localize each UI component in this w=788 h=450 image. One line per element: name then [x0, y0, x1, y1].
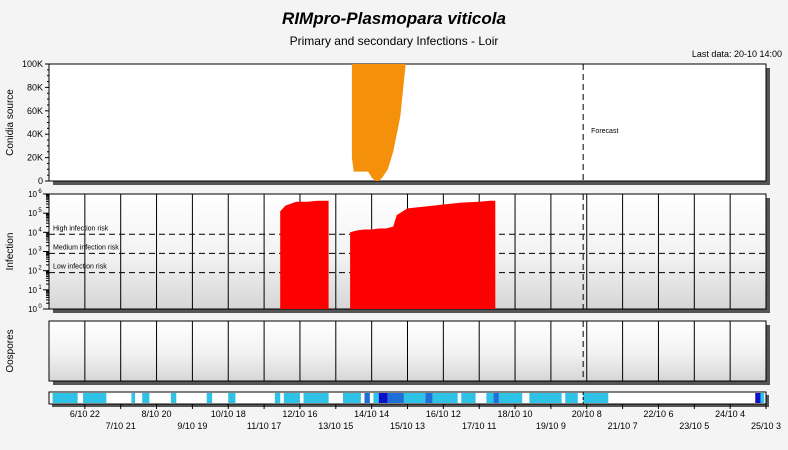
x-tick-label: 18/10 10 [498, 409, 533, 419]
conidia-ytick-label: 0 [38, 176, 43, 186]
timeline-segment [432, 393, 458, 403]
timeline-segment [303, 393, 329, 403]
infection-ytick-base: 10 [28, 190, 37, 199]
x-tick-label: 13/10 15 [318, 421, 353, 431]
timeline-segment [461, 393, 476, 403]
infection-area [280, 200, 329, 309]
x-tick-label: 25/10 3 [751, 421, 781, 431]
timeline-segment [378, 393, 388, 403]
timeline-segment [170, 393, 177, 403]
infection-ytick-base: 10 [28, 286, 37, 295]
x-tick-label: 10/10 18 [211, 409, 246, 419]
x-tick-label: 15/10 13 [390, 421, 425, 431]
x-tick-label: 21/10 7 [608, 421, 638, 431]
infection-ytick-base: 10 [28, 305, 37, 314]
timeline-segment [565, 393, 578, 403]
infection-ytick-base: 10 [28, 248, 37, 257]
timeline-segment [131, 393, 136, 403]
x-tick-label: 8/10 20 [142, 409, 172, 419]
x-tick-label: 14/10 14 [354, 409, 389, 419]
conidia-panel-frame [48, 63, 767, 182]
timeline-segment [228, 393, 236, 403]
infection-ytick-exp: 2 [38, 266, 42, 272]
x-tick-label: 24/10 4 [715, 409, 745, 419]
conidia-ytick-label: 60K [27, 106, 43, 116]
timeline-segment [364, 393, 370, 403]
x-tick-label: 19/10 9 [536, 421, 566, 431]
timeline-segment [52, 393, 78, 403]
infection-ytick-exp: 6 [38, 189, 42, 195]
infection-ytick-exp: 3 [38, 247, 42, 253]
infection-ytick-base: 10 [28, 267, 37, 276]
timeline-segment [498, 393, 523, 403]
x-tick-label: 7/10 21 [106, 421, 136, 431]
conidia-ytick-label: 20K [27, 153, 43, 163]
x-tick-label: 12/10 16 [282, 409, 317, 419]
infection-ytick-exp: 1 [38, 285, 42, 291]
timeline-segment [283, 393, 300, 403]
timeline-segment [83, 393, 107, 403]
conidia-ytick-label: 80K [27, 82, 43, 92]
x-tick-label: 6/10 22 [70, 409, 100, 419]
timeline-segment [583, 393, 609, 403]
timeline-segment [425, 393, 433, 403]
timeline-segment [342, 393, 361, 403]
x-tick-label: 20/10 8 [572, 409, 602, 419]
infection-ytick-base: 10 [28, 209, 37, 218]
infection-ytick-exp: 5 [38, 208, 42, 214]
timeline-segment [206, 393, 213, 403]
conidia-ytick-label: 40K [27, 129, 43, 139]
threshold-label: Low infection risk [53, 264, 107, 271]
x-tick-label: 9/10 19 [177, 421, 207, 431]
x-tick-label: 17/10 11 [462, 421, 496, 431]
infection-area [350, 200, 496, 309]
infection-ytick-exp: 0 [38, 304, 42, 310]
x-tick-label: 23/10 5 [679, 421, 709, 431]
timeline-segment [403, 393, 426, 403]
timeline-segment [529, 393, 562, 403]
chart-title: RIMpro-Plasmopara viticola [282, 9, 506, 28]
timeline-segment [760, 393, 765, 403]
timeline-segment [274, 393, 281, 403]
x-tick-label: 22/10 6 [643, 409, 673, 419]
infection-ytick-exp: 4 [38, 227, 42, 233]
x-tick-label: 11/10 17 [247, 421, 281, 431]
threshold-label: High infection risk [53, 225, 109, 232]
oospores-ylabel: Oospores [5, 329, 16, 372]
timeline-segment [493, 393, 499, 403]
timeline-segment [755, 393, 761, 403]
conidia-area [351, 64, 406, 181]
conidia-ylabel: Conidia source [5, 89, 16, 156]
timeline-segment [387, 393, 404, 403]
timeline-segment [486, 393, 494, 403]
conidia-ytick-label: 100K [22, 59, 43, 69]
timeline-segment [373, 393, 379, 403]
infection-ylabel: Infection [5, 233, 16, 271]
forecast-label: Forecast [591, 128, 618, 135]
chart-subtitle: Primary and secondary Infections - Loir [289, 34, 499, 48]
last-data-label: Last data: 20-10 14:00 [691, 49, 782, 59]
infection-ytick-base: 10 [28, 228, 37, 237]
threshold-label: Medium infection risk [53, 244, 119, 251]
timeline-segment [142, 393, 150, 403]
x-tick-label: 16/10 12 [426, 409, 461, 419]
